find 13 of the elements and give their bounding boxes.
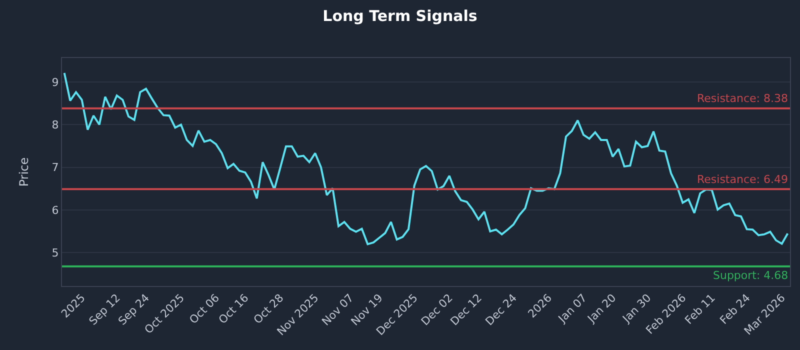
y-tick-label: 8: [52, 118, 59, 132]
y-axis-title: Price: [17, 157, 31, 187]
y-tick-label: 5: [52, 246, 59, 260]
x-tick-label: Dec 24: [482, 292, 520, 328]
ref-line-label: Resistance: 8.38: [697, 92, 788, 105]
y-tick-label: 7: [52, 161, 59, 174]
y-tick-label: 9: [52, 76, 59, 89]
line-series: [63, 72, 789, 246]
chart-title: Long Term Signals: [322, 7, 478, 25]
x-tick-label: Jan 20: [584, 292, 619, 326]
ref-line-label: Support: 4.68: [713, 269, 788, 282]
ref-line-label: Resistance: 6.49: [697, 173, 788, 186]
y-tick-label: 6: [52, 204, 59, 217]
